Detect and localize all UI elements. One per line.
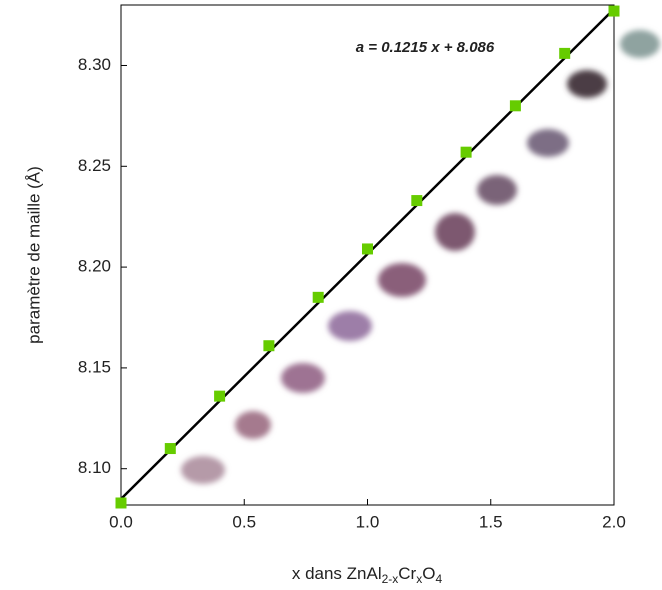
powder: [181, 456, 225, 484]
y-axis-label: paramètre de maille (Å): [24, 166, 43, 344]
x-tick-label: 2.0: [602, 512, 626, 531]
powder-samples: [181, 30, 660, 484]
x-tick-label: 0.5: [232, 512, 256, 531]
powder: [281, 363, 325, 393]
powder: [567, 70, 607, 98]
data-point: [608, 5, 620, 17]
y-tick-label: 8.20: [78, 257, 111, 276]
x-label-part: O: [422, 564, 435, 583]
x-tick-label: 1.5: [479, 512, 503, 531]
powder: [378, 263, 426, 297]
powder: [435, 213, 475, 251]
y-tick-label: 8.10: [78, 458, 111, 477]
data-point: [164, 443, 176, 455]
data-point: [214, 390, 226, 402]
powder: [235, 411, 271, 439]
x-tick-label: 1.0: [356, 512, 380, 531]
x-axis-label: x dans ZnAl2-xCrxO4: [292, 564, 443, 586]
annotation: a = 0.1215 x + 8.086: [356, 39, 495, 56]
y-tick-label: 8.30: [78, 55, 111, 74]
powder: [620, 30, 660, 58]
y-tick-label: 8.15: [78, 357, 111, 376]
powder: [527, 129, 569, 157]
data-point: [263, 340, 275, 352]
x-label-part: x: [416, 572, 422, 586]
powder: [328, 311, 372, 341]
x-label-part: x dans ZnAl: [292, 564, 382, 583]
data-point: [509, 100, 521, 112]
data-point: [460, 146, 472, 158]
powder: [477, 175, 517, 205]
data-point: [559, 47, 571, 59]
data-point: [115, 497, 127, 509]
data-point: [312, 291, 324, 303]
x-tick-label: 0.0: [109, 512, 133, 531]
y-tick-label: 8.25: [78, 156, 111, 175]
x-label-part: Cr: [398, 564, 416, 583]
x-label-part: 4: [435, 572, 442, 586]
data-point: [411, 195, 423, 207]
x-label-part: 2-x: [382, 572, 399, 586]
data-point: [362, 243, 373, 255]
